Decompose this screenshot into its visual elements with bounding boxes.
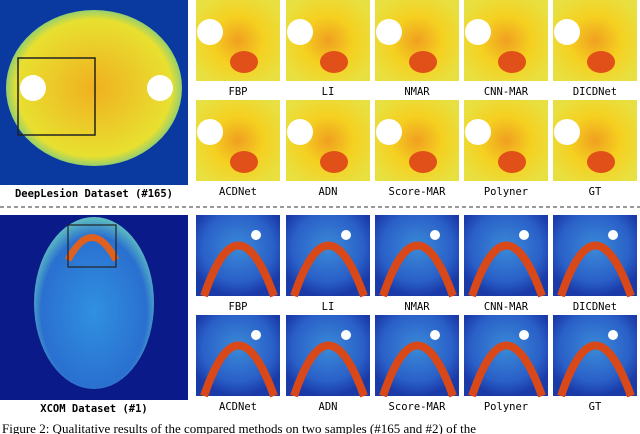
- teeth-arch: [379, 341, 457, 398]
- teeth-arch: [200, 241, 278, 298]
- teeth-arch: [557, 241, 635, 298]
- body-scan: [6, 10, 182, 166]
- metal-artifact: [197, 19, 223, 45]
- method-label: NMAR: [404, 301, 430, 313]
- teeth-arch: [290, 341, 368, 398]
- teeth-arch: [290, 241, 368, 298]
- metal-artifact: [376, 119, 402, 145]
- metal-artifact: [608, 330, 618, 340]
- metal-artifact: [554, 19, 580, 45]
- method-label: ADN: [319, 186, 338, 198]
- metal-artifact: [554, 119, 580, 145]
- metal-artifact: [376, 19, 402, 45]
- organ: [230, 51, 258, 73]
- metal-artifact: [430, 330, 440, 340]
- dataset-label: DeepLesion Dataset (#165): [15, 188, 173, 200]
- method-label: DICDNet: [573, 301, 617, 313]
- zoom-box: [67, 224, 117, 268]
- organ: [409, 151, 437, 173]
- organ: [320, 51, 348, 73]
- teeth-arch: [468, 241, 546, 298]
- metal-artifact: [20, 75, 46, 101]
- metal-artifact: [341, 330, 351, 340]
- organ: [498, 51, 526, 73]
- teeth-arch: [200, 341, 278, 398]
- metal-artifact: [608, 230, 618, 240]
- dataset-label: XCOM Dataset (#1): [40, 403, 147, 415]
- method-label: Score-MAR: [389, 401, 447, 413]
- method-label: ACDNet: [219, 401, 257, 413]
- metal-artifact: [430, 230, 440, 240]
- metal-artifact: [147, 75, 173, 101]
- method-label: FBP: [229, 301, 248, 313]
- method-label: CNN-MAR: [484, 86, 529, 98]
- organ: [320, 151, 348, 173]
- metal-artifact: [287, 119, 313, 145]
- method-label: LI: [322, 86, 335, 98]
- body-scan: [34, 217, 154, 389]
- method-label: CNN-MAR: [484, 301, 529, 313]
- method-label: DICDNet: [573, 86, 617, 98]
- metal-artifact: [197, 119, 223, 145]
- teeth-arch: [379, 241, 457, 298]
- organ: [587, 151, 615, 173]
- metal-artifact: [465, 119, 491, 145]
- method-label: LI: [322, 301, 335, 313]
- method-label: GT: [589, 186, 602, 198]
- teeth-arch: [64, 234, 120, 262]
- caption: Figure 2: Qualitative results of the com…: [2, 421, 476, 434]
- method-label: Polyner: [484, 401, 528, 413]
- zoom-box: [17, 57, 96, 136]
- method-label: ACDNet: [219, 186, 257, 198]
- metal-artifact: [519, 330, 529, 340]
- metal-artifact: [341, 230, 351, 240]
- organ: [498, 151, 526, 173]
- teeth-arch: [557, 341, 635, 398]
- organ: [587, 51, 615, 73]
- organ: [230, 151, 258, 173]
- method-label: ADN: [319, 401, 338, 413]
- method-label: NMAR: [404, 86, 430, 98]
- metal-artifact: [287, 19, 313, 45]
- metal-artifact: [519, 230, 529, 240]
- metal-artifact: [465, 19, 491, 45]
- method-label: GT: [589, 401, 602, 413]
- metal-artifact: [251, 230, 261, 240]
- metal-artifact: [251, 330, 261, 340]
- teeth-arch: [468, 341, 546, 398]
- method-label: FBP: [229, 86, 248, 98]
- method-label: Score-MAR: [389, 186, 447, 198]
- method-label: Polyner: [484, 186, 528, 198]
- organ: [409, 51, 437, 73]
